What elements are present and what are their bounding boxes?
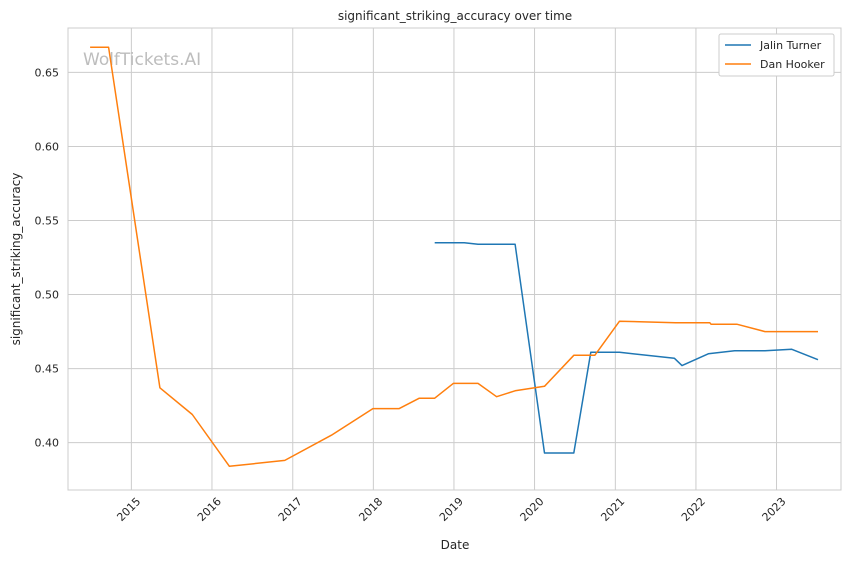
legend-label-jalin-turner: Jalin Turner <box>759 39 822 52</box>
x-axis-label: Date <box>441 538 470 552</box>
series-lines <box>90 46 819 468</box>
series-line-dan-hooker <box>90 46 818 468</box>
plot-frame <box>67 27 842 491</box>
y-tick-label: 0.45 <box>35 363 60 376</box>
y-axis-label: significant_striking_accuracy <box>9 173 23 346</box>
series-line-jalin-turner <box>434 241 819 454</box>
y-tick-label: 0.65 <box>35 66 60 79</box>
y-tick-label: 0.40 <box>35 437 60 450</box>
y-tick-label: 0.55 <box>35 215 60 228</box>
y-tick-labels: 0.40 0.45 0.50 0.55 0.60 0.65 <box>35 66 60 449</box>
legend-label-dan-hooker: Dan Hooker <box>760 58 825 71</box>
y-tick-label: 0.50 <box>35 289 60 302</box>
chart-title: significant_striking_accuracy over time <box>338 9 572 23</box>
legend: Jalin Turner Dan Hooker <box>718 33 835 77</box>
watermark-text: WolfTickets.AI <box>83 50 201 70</box>
y-tick-label: 0.60 <box>35 140 60 153</box>
grid-lines <box>68 28 841 490</box>
